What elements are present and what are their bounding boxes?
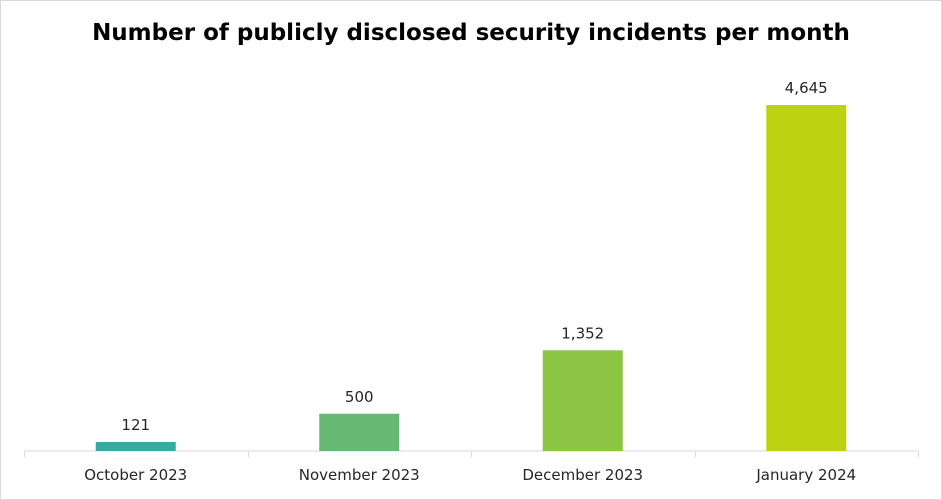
chart-title: Number of publicly disclosed security in… xyxy=(92,20,850,46)
bar xyxy=(319,413,400,451)
x-tick-label: October 2023 xyxy=(84,466,187,484)
bar xyxy=(766,105,847,451)
data-label: 500 xyxy=(345,388,374,406)
x-tick-label: December 2023 xyxy=(522,466,643,484)
x-tick-label: January 2024 xyxy=(755,466,856,484)
data-label: 4,645 xyxy=(785,79,828,97)
bar xyxy=(542,350,623,451)
bar xyxy=(95,441,176,451)
data-label: 1,352 xyxy=(561,324,604,342)
x-tick-label: November 2023 xyxy=(299,466,420,484)
data-label: 121 xyxy=(121,416,150,434)
